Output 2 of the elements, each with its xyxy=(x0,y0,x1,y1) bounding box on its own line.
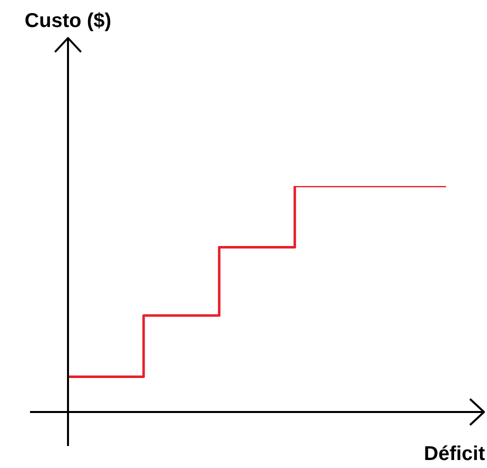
text: Custo ($) xyxy=(24,10,112,32)
x-axis-title: Déficit xyxy=(424,443,486,465)
